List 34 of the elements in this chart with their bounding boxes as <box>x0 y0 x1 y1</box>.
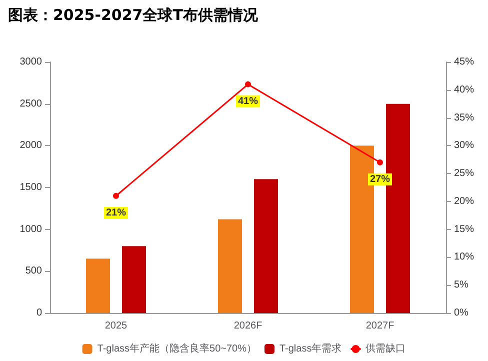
data-label: 21% <box>106 207 126 218</box>
point <box>245 81 251 88</box>
legend-label: T-glass年产能（隐含良率50~70%） <box>97 342 256 354</box>
point <box>113 192 119 199</box>
y2-tick-label: 15% <box>454 224 474 235</box>
y2-tick-label: 20% <box>454 196 474 207</box>
bar <box>254 179 278 313</box>
y-tick-label: 0 <box>36 308 42 318</box>
y-tick-label: 3000 <box>20 56 42 68</box>
data-label: 27% <box>370 174 390 185</box>
y-tick-label: 2000 <box>20 140 42 152</box>
data-label: 41% <box>238 96 258 107</box>
y2-tick-label: 40% <box>454 84 474 96</box>
y-tick-label: 2500 <box>20 98 42 110</box>
chart-title: 图表：2025-2027全球T布供需情况 <box>7 5 259 26</box>
bar <box>86 258 110 313</box>
point <box>377 159 383 166</box>
y-tick-label: 1500 <box>20 182 42 193</box>
y2-tick-label: 30% <box>454 140 474 152</box>
y-tick-label: 1000 <box>20 224 42 235</box>
y-tick-label: 500 <box>25 266 42 277</box>
x-tick-label: 2025 <box>104 320 128 332</box>
y2-tick-label: 10% <box>454 252 474 263</box>
legend-label: T-glass年需求 <box>279 342 342 354</box>
legend-label: 供需缺口 <box>366 342 406 354</box>
y2-tick-label: 0% <box>454 308 469 318</box>
bar <box>122 246 146 313</box>
x-tick-label: 2026F <box>234 320 262 332</box>
y2-tick-label: 35% <box>454 112 474 124</box>
bar <box>218 219 242 313</box>
x-tick-label: 2027F <box>366 320 394 332</box>
y2-tick-label: 25% <box>454 168 474 180</box>
y2-tick-label: 45% <box>454 56 474 68</box>
y2-tick-label: 5% <box>454 280 469 291</box>
